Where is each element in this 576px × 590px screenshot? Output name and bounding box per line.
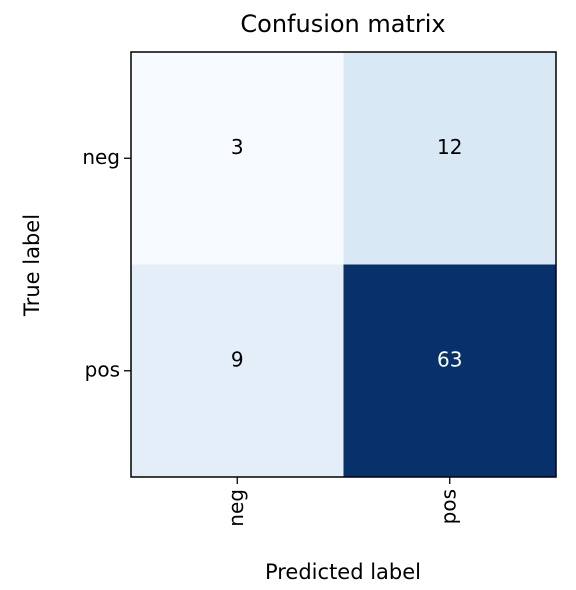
y-tick-label: pos bbox=[85, 357, 120, 381]
x-axis-label: Predicted label bbox=[265, 560, 421, 584]
cell-label: 12 bbox=[437, 135, 462, 159]
chart-title: Confusion matrix bbox=[240, 10, 445, 38]
heatmap-cell bbox=[131, 264, 344, 477]
heatmap-cell bbox=[343, 264, 556, 477]
heatmap-cell bbox=[131, 52, 344, 265]
cell-label: 3 bbox=[231, 135, 244, 159]
y-axis-label: True label bbox=[20, 214, 44, 317]
cell-label: 9 bbox=[231, 347, 244, 371]
x-tick-label: neg bbox=[224, 489, 248, 527]
plot-frame bbox=[130, 51, 557, 478]
heatmap-cell bbox=[343, 52, 556, 265]
y-tick-label: neg bbox=[82, 145, 120, 169]
cell-label: 63 bbox=[437, 347, 462, 371]
x-tick-label: pos bbox=[436, 489, 460, 524]
